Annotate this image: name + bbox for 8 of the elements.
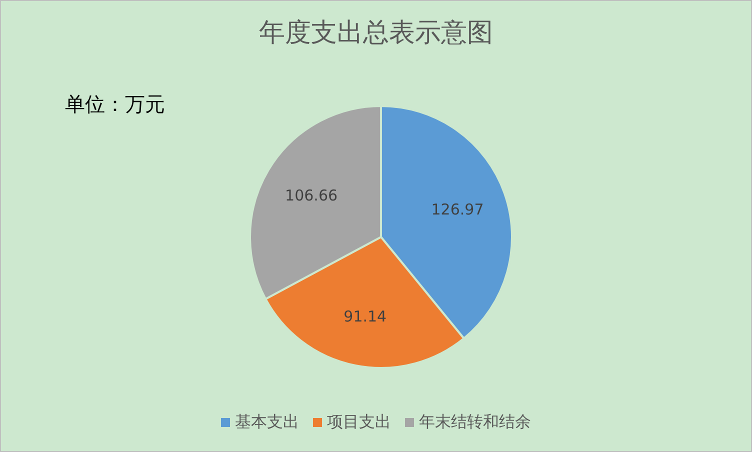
- legend-label: 基本支出: [235, 412, 299, 433]
- data-label: 91.14: [344, 308, 387, 326]
- legend-label: 项目支出: [327, 412, 391, 433]
- unit-note: 单位：万元: [65, 91, 165, 118]
- chart-title: 年度支出总表示意图: [258, 17, 494, 50]
- legend-label: 年末结转和结余: [419, 412, 531, 433]
- data-label: 126.97: [431, 200, 484, 219]
- data-label: 106.66: [285, 186, 338, 204]
